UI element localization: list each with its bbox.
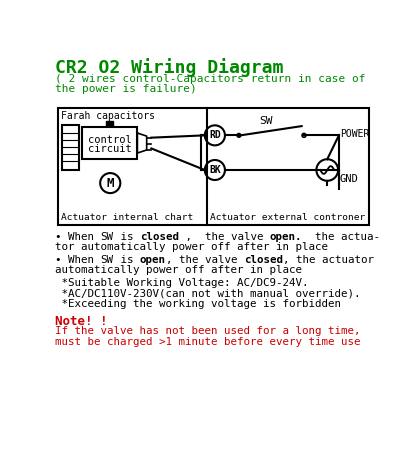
Text: SW: SW: [101, 255, 114, 265]
Text: , the valve: , the valve: [166, 255, 244, 265]
Text: tor automatically power off after in place: tor automatically power off after in pla…: [55, 242, 328, 252]
Text: M: M: [106, 177, 114, 190]
Text: Actuator internal chart: Actuator internal chart: [61, 213, 193, 222]
Text: RD: RD: [209, 130, 221, 141]
Text: the actua-: the actua-: [302, 232, 380, 241]
Circle shape: [237, 134, 241, 137]
Text: is: is: [114, 232, 140, 241]
Text: POWER: POWER: [340, 129, 370, 139]
Text: closed: closed: [244, 255, 283, 265]
Text: must be charged >1 minute before every time use: must be charged >1 minute before every t…: [55, 337, 361, 347]
Text: • When: • When: [55, 255, 101, 265]
Text: *Suitable Working Voltage: AC/DC9-24V.: *Suitable Working Voltage: AC/DC9-24V.: [55, 278, 309, 288]
Text: Note! !: Note! !: [55, 315, 108, 328]
Text: *Exceeding the working voltage is forbidden: *Exceeding the working voltage is forbid…: [55, 299, 341, 309]
Text: is: is: [114, 255, 140, 265]
Text: • When: • When: [55, 232, 101, 241]
Text: open.: open.: [270, 232, 302, 241]
Text: ( 2 wires control-Capacitors return in case of: ( 2 wires control-Capacitors return in c…: [55, 74, 366, 84]
Text: automatically power off after in place: automatically power off after in place: [55, 265, 302, 276]
Text: SW: SW: [260, 116, 273, 127]
Text: If the valve has not been used for a long time,: If the valve has not been used for a lon…: [55, 326, 361, 336]
Text: SW: SW: [101, 232, 114, 241]
Text: open: open: [140, 255, 166, 265]
Text: CR2 O2 Wiring Diagram: CR2 O2 Wiring Diagram: [55, 58, 284, 78]
Bar: [82, 127, 137, 159]
Bar: [58, 108, 369, 226]
Text: GND: GND: [340, 174, 358, 184]
Text: BK: BK: [209, 165, 221, 175]
Text: the power is failure): the power is failure): [55, 84, 197, 94]
Text: ,  the valve: , the valve: [179, 232, 270, 241]
Text: circuit: circuit: [88, 144, 131, 154]
Text: *AC/DC110V-230V(can not with manual override).: *AC/DC110V-230V(can not with manual over…: [55, 289, 361, 298]
Bar: [62, 125, 79, 170]
Bar: [106, 121, 113, 126]
Text: control: control: [88, 134, 131, 145]
Text: Farah capacitors: Farah capacitors: [61, 112, 156, 121]
Text: , the actuator: , the actuator: [283, 255, 374, 265]
Text: Actuator external controner: Actuator external controner: [210, 213, 365, 222]
Text: closed: closed: [140, 232, 179, 241]
